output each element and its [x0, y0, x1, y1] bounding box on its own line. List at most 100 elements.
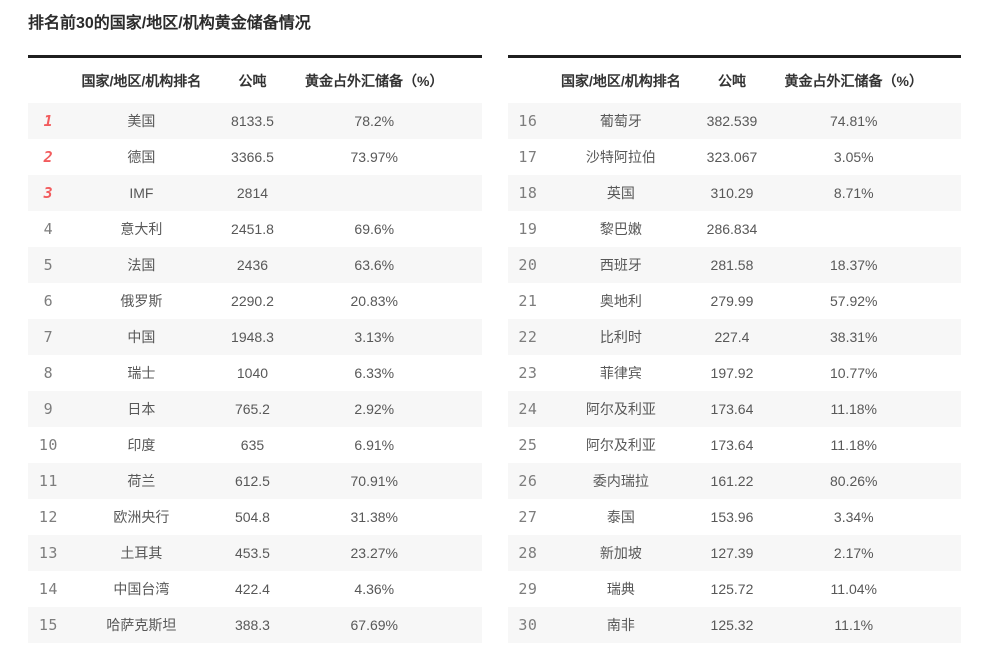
table-row: 8 瑞士 1040 6.33%	[28, 355, 482, 391]
table-row: 15 哈萨克斯坦 388.3 67.69%	[28, 607, 482, 643]
tonnes-value: 504.8	[234, 509, 270, 525]
pct-value: 67.69%	[350, 617, 398, 633]
table-body-left: 1 美国 8133.5 78.2% 2 德国 3366.5 73.97% 3 IMF 2814 4 意大…	[28, 103, 482, 643]
table-row: 21 奥地利 279.99 57.92%	[508, 283, 962, 319]
country-name: 瑞典	[606, 581, 635, 597]
tonnes-value: 3366.5	[231, 149, 274, 165]
pct-value: 74.81%	[830, 113, 878, 129]
pct-value: 11.1%	[834, 617, 874, 633]
rank-value: 10	[38, 436, 58, 454]
rank-value: 14	[38, 580, 58, 598]
tonnes-value: 125.72	[710, 581, 754, 597]
tonnes-value: 453.5	[234, 545, 270, 561]
rank-value: 16	[518, 112, 538, 130]
tonnes-value: 765.2	[234, 401, 270, 417]
country-name: 俄罗斯	[120, 293, 163, 309]
table-row: 28 新加坡 127.39 2.17%	[507, 535, 961, 571]
pct-value: 73.97%	[350, 149, 398, 165]
pct-value	[771, 211, 961, 247]
pct-value: 23.27%	[350, 545, 398, 561]
tonnes-value: 382.539	[706, 113, 758, 129]
table-row: 25 阿尔及利亚 173.64 11.18%	[508, 427, 962, 463]
country-name: 沙特阿拉伯	[585, 149, 656, 165]
page-title: 排名前30的国家/地区/机构黄金储备情况	[28, 15, 311, 32]
table-row: 1 美国 8133.5 78.2%	[28, 103, 482, 139]
country-name: 德国	[127, 149, 156, 165]
table-body-right: 16 葡萄牙 382.539 74.81% 17 沙特阿拉伯 323.067 3.05% 18 英…	[507, 103, 962, 643]
country-name: 中国台湾	[113, 581, 170, 597]
name-column-header: 国家/地区/机构排名	[548, 56, 694, 103]
pct-value: 80.26%	[830, 473, 878, 489]
tonnes-value: 310.29	[710, 185, 754, 201]
rank-value: 30	[518, 616, 538, 634]
table-row: 6 俄罗斯 2290.2 20.83%	[28, 283, 482, 319]
tonnes-value: 388.3	[234, 617, 270, 633]
rank-value: 20	[518, 256, 538, 274]
tonnes-value: 279.99	[710, 293, 754, 309]
tonnes-value: 197.92	[710, 365, 754, 381]
tonnes-value: 286.834	[706, 221, 758, 237]
tonnes-value: 127.39	[710, 545, 754, 561]
table-row: 22 比利时 227.4 38.31%	[507, 319, 961, 355]
country-name: 土耳其	[120, 545, 163, 561]
tonnes-value: 173.64	[710, 401, 754, 417]
rank-value: 6	[43, 292, 54, 310]
tonnes-value: 2290.2	[231, 293, 274, 309]
country-name: 美国	[127, 113, 156, 129]
country-name: 中国	[127, 329, 156, 345]
table-row: 11 荷兰 612.5 70.91%	[28, 463, 482, 499]
pct-value	[291, 175, 481, 211]
tonnes-value: 635	[240, 437, 265, 453]
rank-value: 18	[518, 184, 538, 202]
rank-value: 25	[518, 436, 538, 454]
name-column-header: 国家/地区/机构排名	[68, 56, 214, 103]
tonnes-value: 1040	[236, 365, 269, 381]
tonnes-value: 281.58	[710, 257, 754, 273]
tonnes-value: 612.5	[234, 473, 270, 489]
pct-column-header: 黄金占外汇储备（%）	[770, 56, 961, 103]
rank-value: 13	[38, 544, 58, 562]
rank-value: 23	[518, 364, 538, 382]
header-row: 国家/地区/机构排名 公吨 黄金占外汇储备（%）	[507, 56, 961, 103]
tonnes-value: 227.4	[714, 329, 750, 345]
rank-value: 9	[43, 400, 54, 418]
table-row: 24 阿尔及利亚 173.64 11.18%	[507, 391, 961, 427]
tonnes-column-header: 公吨	[693, 56, 771, 103]
country-name: 意大利	[120, 221, 163, 237]
tonnes-value: 8133.5	[231, 113, 274, 129]
table-row: 23 菲律宾 197.92 10.77%	[508, 355, 962, 391]
rank-value: 17	[518, 148, 538, 166]
pct-value: 69.6%	[354, 221, 395, 237]
table-row: 5 法国 2436 63.6%	[28, 247, 482, 283]
pct-value: 63.6%	[354, 257, 395, 273]
rank-value: 27	[518, 508, 538, 526]
pct-value: 8.71%	[833, 185, 874, 201]
rank-column-header	[28, 56, 69, 103]
rank-value: 3	[43, 184, 54, 202]
pct-value: 2.17%	[833, 545, 874, 561]
table-row: 3 IMF 2814	[28, 175, 482, 211]
pct-value: 3.13%	[354, 329, 395, 345]
tonnes-value: 1948.3	[231, 329, 274, 345]
rank-value: 28	[518, 544, 538, 562]
pct-value: 31.38%	[350, 509, 398, 525]
country-name: 瑞士	[127, 365, 156, 381]
pct-value: 78.2%	[354, 113, 395, 129]
table-row: 19 黎巴嫩 286.834	[508, 211, 962, 247]
rank-value: 19	[518, 220, 538, 238]
table-row: 7 中国 1948.3 3.13%	[28, 319, 482, 355]
country-name: 委内瑞拉	[592, 473, 649, 489]
country-name: 阿尔及利亚	[585, 437, 656, 453]
tonnes-value: 161.22	[710, 473, 754, 489]
pct-value: 10.77%	[830, 365, 878, 381]
rank-value: 4	[43, 220, 54, 238]
table-row: 17 沙特阿拉伯 323.067 3.05%	[508, 139, 962, 175]
rank-value: 2	[43, 148, 54, 166]
country-name: 法国	[127, 257, 156, 273]
table-row: 29 瑞典 125.72 11.04%	[508, 571, 962, 607]
tonnes-value: 323.067	[706, 149, 758, 165]
rank-value: 5	[43, 256, 54, 274]
country-name: 西班牙	[599, 257, 642, 273]
gold-table-left: 国家/地区/机构排名 公吨 黄金占外汇储备（%） 1 美国 8133.5 78.2% 2…	[28, 55, 482, 643]
table-row: 4 意大利 2451.8 69.6%	[28, 211, 482, 247]
